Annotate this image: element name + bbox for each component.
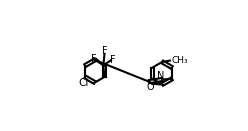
- Text: O: O: [147, 82, 154, 92]
- Text: F: F: [110, 55, 116, 65]
- Text: F: F: [102, 46, 107, 56]
- Text: N: N: [157, 71, 165, 81]
- Text: F: F: [91, 54, 97, 64]
- Text: CH₃: CH₃: [172, 56, 188, 65]
- Text: Cl: Cl: [79, 78, 89, 88]
